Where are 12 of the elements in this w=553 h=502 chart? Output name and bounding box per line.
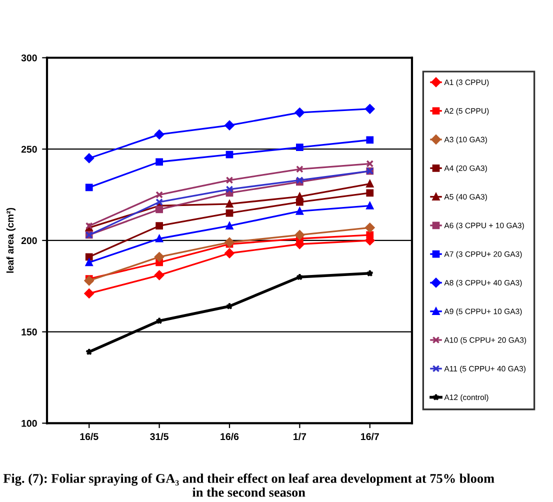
y-tick-label: 200 <box>21 237 37 244</box>
text: Fig. (7): Foliar spraying of GA₃ and their effect on leaf area development at 75% bloom in the second season <box>3 473 494 497</box>
y-tick-label: 300 <box>21 54 37 62</box>
y-tick-label: 150 <box>22 328 37 336</box>
x-tick-label: 31/5 <box>150 432 168 440</box>
y-axis-title: leaf area (cm²) <box>6 208 16 273</box>
x-tick-label: 1/7 <box>294 432 306 440</box>
y-tick-label: 250 <box>21 146 37 153</box>
y-tick-label: 100 <box>22 420 37 427</box>
x-tick-label: 16/7 <box>361 432 379 440</box>
x-tick-label: 16/5 <box>80 432 98 440</box>
x-tick-label: 16/6 <box>220 432 239 440</box>
